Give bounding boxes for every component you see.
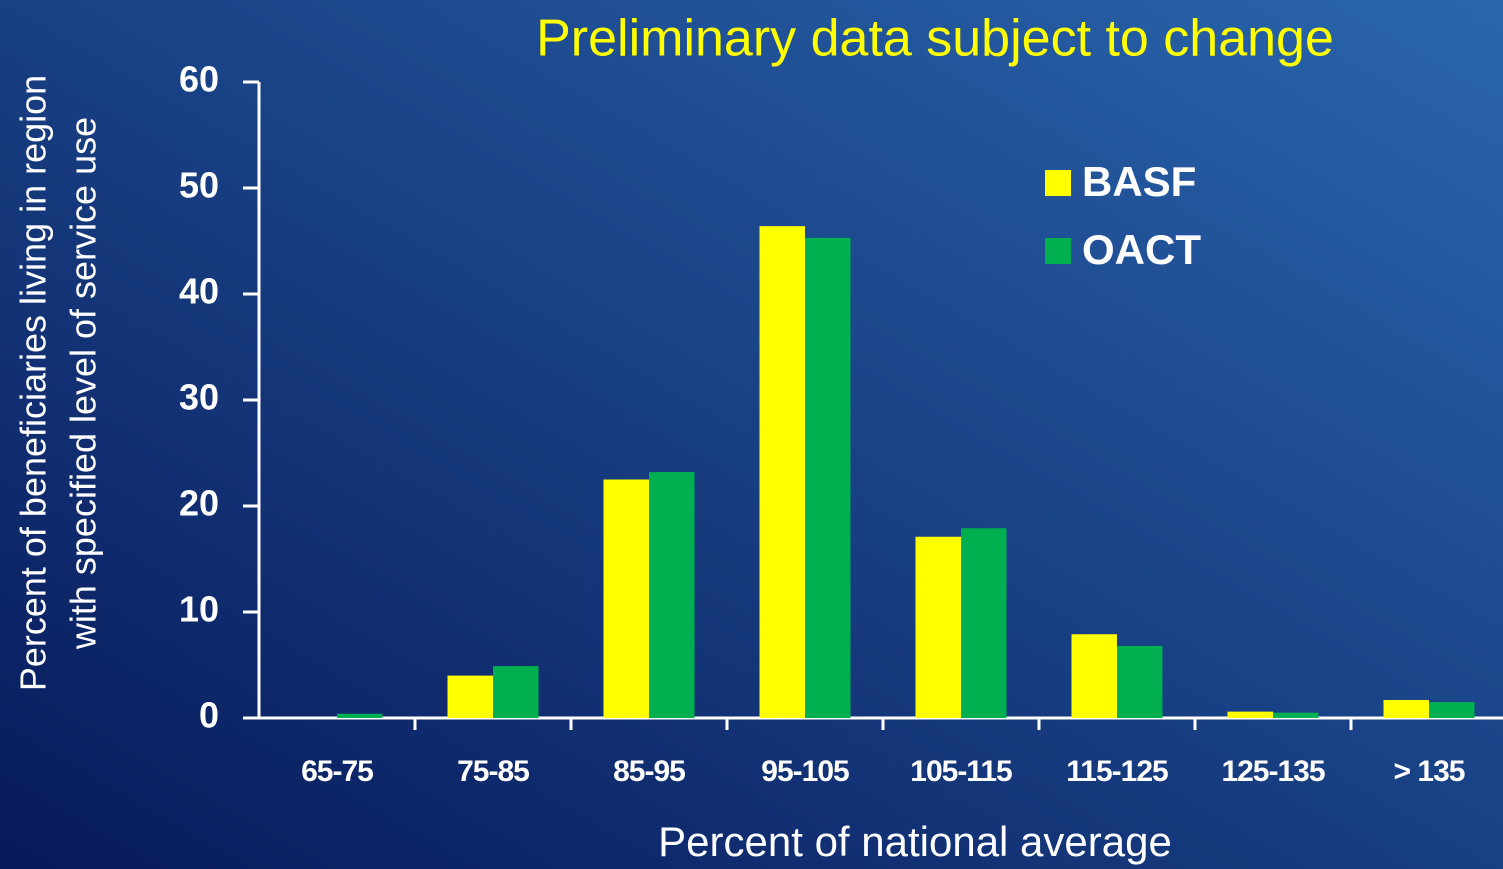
y-tick-label: 20 [179,483,219,524]
legend-swatch [1045,170,1071,196]
x-tick-label: 75-85 [457,755,529,788]
bar [337,713,383,718]
x-axis-label: Percent of national average [658,818,1172,865]
bar [1117,645,1163,718]
y-tick-label: 0 [199,695,219,736]
y-axis-label-line: with specified level of service use [63,117,104,650]
bar [1071,634,1117,718]
legend-label: BASF [1082,158,1196,205]
bar [961,528,1007,718]
x-tick-label: 115-125 [1066,755,1168,788]
x-tick-label: 85-95 [613,755,685,788]
bar [1383,699,1429,718]
y-tick-label: 60 [179,59,219,100]
x-tick-label: 65-75 [301,755,373,788]
x-tick-label: 95-105 [761,755,849,788]
bar [915,536,961,718]
bar [447,675,493,718]
y-tick-label: 50 [179,165,219,206]
bar [649,472,695,718]
y-tick-label: 30 [179,377,219,418]
bar [1227,711,1273,718]
legend-label: OACT [1082,226,1201,273]
y-axis-label: Percent of beneficiaries living in regio… [13,75,104,691]
bar [1273,712,1319,718]
y-tick-label: 40 [179,271,219,312]
y-axis-label-line: Percent of beneficiaries living in regio… [13,75,54,691]
x-tick-label: 125-135 [1221,755,1324,788]
bar [1429,702,1475,718]
bar [805,237,851,718]
chart-title: Preliminary data subject to change [536,10,1334,68]
bar [603,479,649,718]
y-tick-label: 10 [179,589,219,630]
bar [759,226,805,718]
bar [493,666,539,718]
x-tick-label: > 135 [1394,755,1465,788]
x-tick-label: 105-115 [910,755,1012,788]
legend-swatch [1045,238,1071,264]
